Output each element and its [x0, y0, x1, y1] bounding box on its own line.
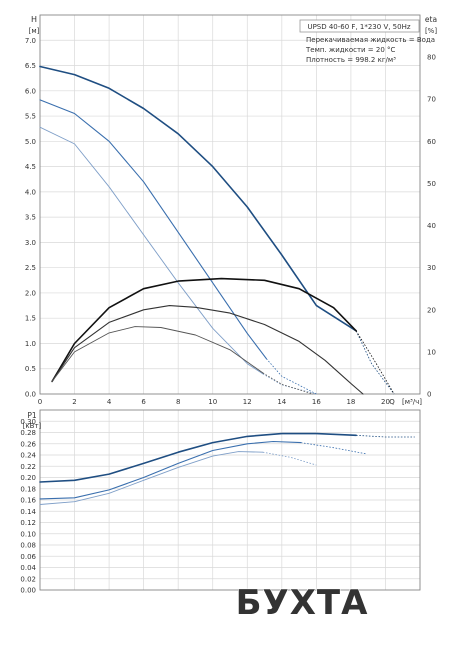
frame-layer	[39, 14, 421, 591]
power-y-tick-label: 0.16	[20, 497, 36, 505]
power-y-tick-label: 0.04	[20, 564, 36, 572]
power-series-0-extrapolation	[356, 434, 415, 438]
power-series-2-extrapolation	[262, 451, 317, 466]
power-series-0-line	[39, 432, 357, 483]
legend-temperature: Темп. жидкости = 20 °C	[305, 46, 396, 54]
head-efficiency-y-tick-label: 5.5	[25, 113, 36, 121]
head-efficiency-x-tick-label: 20	[381, 398, 390, 406]
y-axis-unit-power: [кВт]	[23, 422, 42, 430]
head-efficiency-y-tick-label: 3.5	[25, 214, 36, 222]
x-axis-title-q: Q	[389, 398, 395, 406]
watermark-text: БУХТА	[236, 583, 369, 623]
head-efficiency-y-tick-label: 1.5	[25, 315, 36, 323]
power-y-tick-label: 0.10	[20, 530, 36, 538]
legend-box: UPSD 40-60 F, 1*230 V, 50Hz Перекачиваем…	[299, 19, 435, 64]
head-efficiency-y-tick-label: 5.0	[25, 138, 36, 146]
head-efficiency-y-tick-label: 4.5	[25, 163, 36, 171]
head-efficiency-y-tick-label: 2.0	[25, 289, 36, 297]
legend-title-frame	[299, 19, 420, 33]
head-efficiency-y2-tick-label: 70	[427, 96, 436, 104]
head-efficiency-x-tick-label: 16	[312, 398, 321, 406]
power-y-tick-label: 0.22	[20, 463, 36, 471]
head-efficiency-y-tick-label: 3.0	[25, 239, 36, 247]
power-y-tick-label: 0.24	[20, 452, 36, 460]
grid-layer	[39, 15, 421, 591]
head-efficiency-y-tick-label: 2.5	[25, 264, 36, 272]
power-series-1-line	[39, 440, 302, 500]
head-efficiency-y2-tick-label: 80	[427, 54, 436, 62]
head-efficiency-x-tick-label: 0	[38, 398, 42, 406]
head-efficiency-y2-tick-label: 0	[427, 391, 431, 399]
head-efficiency-plot-frame	[39, 14, 421, 395]
head-efficiency-series-3-line	[51, 277, 357, 383]
y-axis-title-power: P1	[27, 411, 37, 420]
head-efficiency-series-5-extrapolation	[262, 372, 314, 395]
head-efficiency-series-3-extrapolation	[355, 330, 395, 395]
y-axis-unit-head: [м]	[29, 27, 40, 35]
head-efficiency-y2-tick-label: 30	[427, 264, 436, 272]
head-efficiency-series-2-extrapolation	[262, 373, 317, 395]
power-y-tick-label: 0.02	[20, 575, 36, 583]
head-efficiency-x-tick-label: 2	[72, 398, 76, 406]
head-efficiency-y2-tick-label: 40	[427, 222, 436, 230]
power-y-tick-label: 0.06	[20, 553, 36, 561]
power-y-tick-label: 0.20	[20, 474, 36, 482]
power-y-tick-label: 0.12	[20, 519, 36, 527]
power-y-tick-label: 0.14	[20, 508, 36, 516]
power-y-tick-label: 0.30	[20, 418, 36, 426]
y2-axis-title-eta: eta	[425, 15, 437, 24]
legend-fluid: Перекачиваемая жидкость = Вода	[306, 36, 435, 44]
power-plot-frame	[39, 409, 421, 591]
head-efficiency-series-2-line	[39, 126, 264, 375]
head-efficiency-x-tick-label: 6	[141, 398, 146, 406]
power-y-tick-label: 0.08	[20, 542, 36, 550]
head-efficiency-series-1-line	[39, 99, 267, 360]
head-efficiency-y-tick-label: 6.5	[25, 62, 36, 70]
head-efficiency-y2-tick-label: 10	[427, 348, 436, 356]
head-efficiency-y-tick-label: 6.0	[25, 87, 36, 95]
head-efficiency-y-tick-label: 4.0	[25, 188, 36, 196]
y-axis-title-head: H	[31, 15, 37, 24]
power-y-tick-label: 0.28	[20, 429, 36, 437]
head-efficiency-series-0-line	[39, 65, 357, 332]
head-efficiency-x-tick-label: 14	[277, 398, 286, 406]
tick-label-layer: 0.0 0.5 1.0 1.5 2.0 2.5 3.0 3.5 4.0 4.5 5.0 5.5 6.0 6…	[20, 37, 436, 595]
head-efficiency-y-tick-label: 7.0	[25, 37, 36, 45]
watermark-logo: БУХТА	[235, 582, 369, 623]
series-layer	[39, 65, 415, 505]
head-efficiency-x-tick-label: 4	[107, 398, 112, 406]
head-efficiency-y2-tick-label: 50	[427, 180, 436, 188]
head-efficiency-series-5-line	[51, 326, 264, 382]
power-y-tick-label: 0.18	[20, 485, 36, 493]
head-efficiency-x-tick-label: 18	[346, 398, 355, 406]
head-efficiency-x-tick-label: 12	[243, 398, 252, 406]
head-efficiency-y2-tick-label: 20	[427, 306, 436, 314]
head-efficiency-x-tick-label: 10	[208, 398, 217, 406]
legend-density: Плотность = 998.2 кг/м³	[306, 56, 396, 64]
power-y-tick-label: 0.26	[20, 440, 36, 448]
x-axis-unit-q: [м³/ч]	[402, 398, 422, 406]
head-efficiency-x-tick-label: 8	[176, 398, 180, 406]
power-y-tick-label: 0.00	[20, 587, 36, 595]
legend-model: UPSD 40-60 F, 1*230 V, 50Hz	[307, 23, 410, 31]
head-efficiency-series-0-extrapolation	[355, 330, 395, 395]
y2-axis-unit-eta: [%]	[425, 27, 437, 35]
head-efficiency-y-tick-label: 1.0	[25, 340, 36, 348]
head-efficiency-series-1-extrapolation	[265, 358, 317, 395]
head-efficiency-y-tick-label: 0.0	[25, 391, 36, 399]
power-series-2-line	[39, 451, 264, 505]
head-efficiency-y-tick-label: 0.5	[25, 365, 36, 373]
head-efficiency-series-4-line	[51, 305, 364, 395]
power-series-1-extrapolation	[300, 442, 367, 455]
head-efficiency-y2-tick-label: 60	[427, 138, 436, 146]
